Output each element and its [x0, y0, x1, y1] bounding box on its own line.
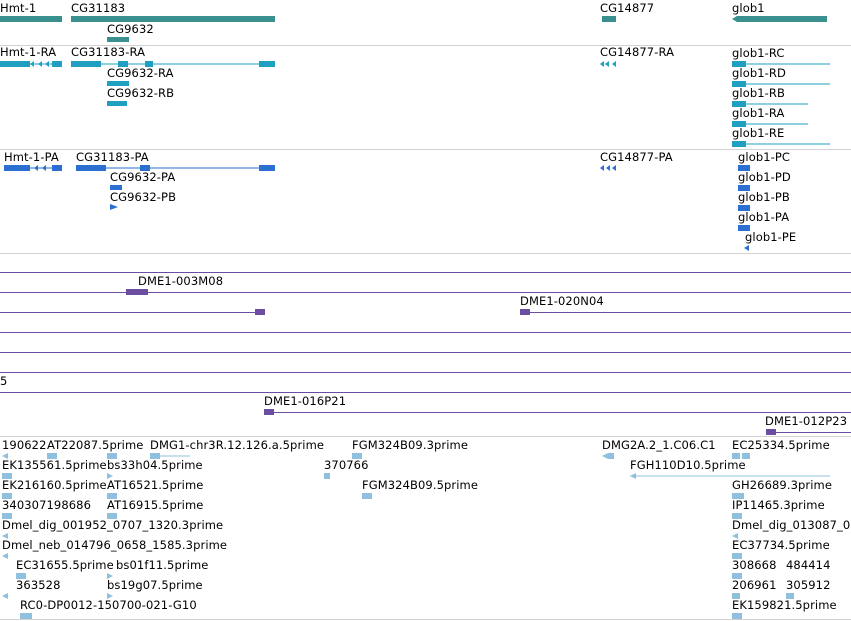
transcript-label[interactable]: CG14877-RA	[600, 45, 675, 59]
est-label[interactable]: 484414	[786, 558, 831, 572]
est-label[interactable]: DMG2A.2_1.C06.C1	[602, 438, 716, 452]
est-label[interactable]: EC25334.5prime	[732, 438, 830, 452]
est-label[interactable]: AT22087.5prime	[47, 438, 144, 452]
est-label[interactable]: 363528	[16, 578, 61, 592]
transcript-track-glyphs	[0, 61, 830, 147]
est-label[interactable]: EC31655.5prime	[16, 558, 114, 572]
est-label[interactable]: GH26689.3prime	[732, 478, 833, 492]
protein-label[interactable]: CG14877-PA	[600, 150, 673, 164]
protein-label[interactable]: CG9632-PA	[110, 170, 176, 184]
protein-label[interactable]: CG31183-PA	[76, 150, 149, 164]
est-label[interactable]: EK216160.5prime	[2, 478, 107, 492]
protein-label[interactable]: glob1-PA	[738, 210, 790, 224]
bac-clone-label[interactable]: DME1-020N04	[520, 294, 604, 308]
transcript-label[interactable]: glob1-RD	[732, 66, 786, 80]
est-label[interactable]: DMG1-chr3R.12.126.a.5prime	[150, 438, 325, 452]
transcript-label[interactable]: CG9632-RB	[107, 86, 175, 100]
transcript-label[interactable]: glob1-RB	[732, 86, 785, 100]
est-label[interactable]: AT16521.5prime	[107, 478, 204, 492]
gene-track-glyphs	[0, 16, 827, 42]
est-label[interactable]: 206961	[732, 578, 777, 592]
bac-clone-label[interactable]: 5	[0, 374, 8, 388]
est-track-glyphs	[2, 453, 830, 619]
transcript-label[interactable]: CG31183-RA	[71, 45, 146, 59]
est-label[interactable]: FGH110D10.5prime	[630, 458, 746, 472]
est-label[interactable]: RC0-DP0012-150700-021-G10	[20, 598, 197, 612]
est-label[interactable]: bs33h04.5prime	[107, 458, 203, 472]
est-label[interactable]: Dmel_dig_013087_0	[732, 518, 851, 532]
gene-label-cg31183[interactable]: CG31183	[71, 1, 126, 15]
protein-label[interactable]: Hmt-1-PA	[4, 150, 59, 164]
transcript-label[interactable]: Hmt-1-RA	[0, 45, 57, 59]
est-label[interactable]: Dmel_dig_001952_0707_1320.3prime	[2, 518, 224, 532]
est-label[interactable]: 340307198686	[2, 498, 91, 512]
gene-label-glob1[interactable]: glob1	[732, 1, 765, 15]
est-label[interactable]: Dmel_neb_014796_0658_1585.3prime	[2, 538, 228, 552]
est-label[interactable]: AT16915.5prime	[107, 498, 204, 512]
est-label[interactable]: bs19g07.5prime	[107, 578, 203, 592]
protein-label[interactable]: glob1-PE	[745, 230, 797, 244]
est-label[interactable]: 308668	[732, 558, 777, 572]
transcript-label[interactable]: CG9632-RA	[107, 66, 174, 80]
protein-label[interactable]: glob1-PD	[738, 170, 791, 184]
est-label[interactable]: 370766	[324, 458, 369, 472]
bac-clone-label[interactable]: DME1-003M08	[138, 274, 224, 288]
protein-label[interactable]: glob1-PB	[738, 190, 790, 204]
est-label[interactable]: EK159821.5prime	[732, 598, 837, 612]
protein-label[interactable]: CG9632-PB	[110, 190, 177, 204]
est-label[interactable]: EK135561.5prime	[2, 458, 107, 472]
protein-track-glyphs	[4, 165, 750, 251]
protein-label[interactable]: glob1-PC	[738, 150, 791, 164]
track-separators	[0, 45, 851, 620]
gene-label-cg9632[interactable]: CG9632	[107, 22, 154, 36]
transcript-label[interactable]: glob1-RC	[732, 46, 785, 60]
transcript-label[interactable]: glob1-RA	[732, 106, 785, 120]
est-label[interactable]: 190622	[2, 438, 47, 452]
est-label[interactable]: FGM324B09.3prime	[352, 438, 468, 452]
est-label[interactable]: bs01f11.5prime	[116, 558, 209, 572]
gene-label-hmt-1[interactable]: Hmt-1	[0, 1, 37, 15]
est-label[interactable]: FGM324B09.5prime	[362, 478, 478, 492]
bac-clone-label[interactable]: DME1-016P21	[264, 394, 347, 408]
bac-clone-label[interactable]: DME1-012P23	[765, 414, 848, 428]
est-label[interactable]: IP11465.3prime	[732, 498, 825, 512]
bac-track-glyphs	[0, 272, 851, 435]
est-label[interactable]: EC37734.5prime	[732, 538, 830, 552]
transcript-label[interactable]: glob1-RE	[732, 126, 785, 140]
gene-label-cg14877[interactable]: CG14877	[600, 1, 655, 15]
est-label[interactable]: 305912	[786, 578, 831, 592]
